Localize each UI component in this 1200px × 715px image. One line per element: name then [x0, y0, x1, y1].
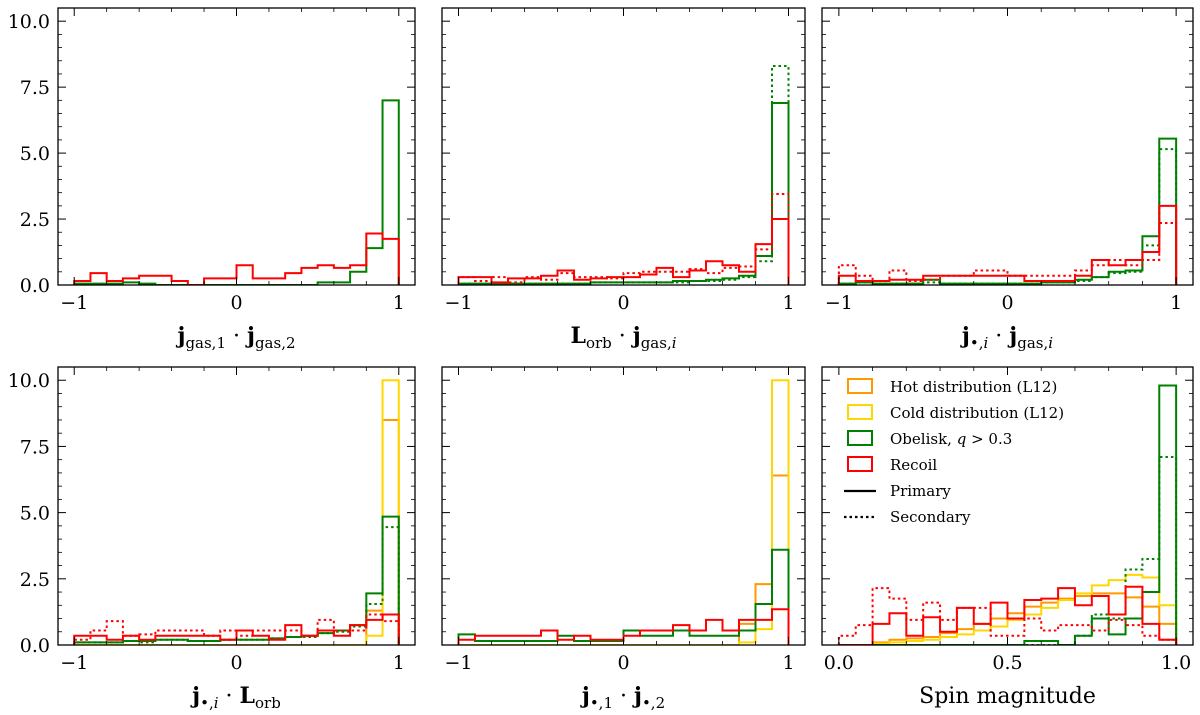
series-recoil-dotted: [73, 613, 400, 645]
series-obelisk-q-0-3-dotted: [73, 526, 400, 645]
legend-swatch-recoil: [847, 456, 873, 472]
axes-frame: [441, 7, 806, 286]
x-tick-label: 0: [617, 292, 629, 314]
series-recoil-solid: [457, 218, 790, 285]
x-tick-label: 1.0: [1161, 652, 1191, 674]
x-axis-label: Lorb · jgas,i: [570, 323, 676, 352]
legend: Hot distribution (L12) Cold distribution …: [844, 378, 1064, 526]
x-tick-label: 1: [393, 652, 405, 674]
y-tick-label: 5.0: [20, 143, 50, 165]
axes-frame: [441, 366, 806, 646]
x-tick-label: −1: [60, 652, 88, 674]
series-obelisk-q-0-3-solid: [457, 101, 790, 285]
x-axis-label: Spin magnitude: [919, 684, 1096, 709]
y-tick-label: 5.0: [20, 503, 50, 525]
x-axis-label: jgas,1 · jgas,2: [175, 323, 295, 352]
series-recoil-dotted: [837, 222, 1178, 285]
x-tick-label: 0: [230, 292, 242, 314]
axes-frame: [57, 7, 416, 286]
legend-label-secondary: Secondary: [890, 508, 971, 526]
x-tick-label: 1: [1170, 292, 1182, 314]
panel-5: −1 0 1 j•,1 · j•,2: [441, 366, 806, 712]
series-obelisk-q-0-3-dotted: [457, 65, 790, 285]
series-cold-distribution-l12--solid: [458, 379, 790, 645]
y-tick-label: 2.5: [20, 569, 50, 591]
axes-frame: [57, 366, 416, 646]
series-hot-distribution-l12--solid: [458, 474, 790, 645]
x-tick-label: 0.5: [992, 652, 1022, 674]
x-tick-label: 1: [393, 292, 405, 314]
series-obelisk-q-0-3-dotted: [838, 456, 1178, 645]
panel-3: −1 0 1 j•,i · jgas,i: [821, 7, 1194, 352]
panel-6: 0.0 0.5 1.0 Spin magnitude: [821, 366, 1194, 709]
series-recoil-dotted: [837, 587, 1178, 645]
series-obelisk-q-0-3-dotted: [837, 148, 1178, 285]
x-tick-label: 0: [230, 652, 242, 674]
x-tick-label: 0: [617, 652, 629, 674]
y-tick-label: 0.0: [20, 635, 50, 657]
series-obelisk-q-0-3-solid: [73, 99, 400, 285]
series-cold-distribution-l12--solid: [74, 379, 400, 645]
legend-swatch-hot-distribution-l12: [847, 378, 873, 394]
x-tick-label: −1: [825, 292, 853, 314]
series-recoil-solid: [837, 204, 1178, 285]
legend-label-primary: Primary: [890, 482, 951, 500]
series-hot-distribution-l12--solid: [74, 418, 400, 645]
y-tick-label: 10.0: [8, 370, 50, 392]
series-recoil-solid: [457, 608, 790, 645]
panel-2: −1 0 1 Lorb · jgas,i: [441, 7, 806, 352]
x-tick-label: −1: [444, 652, 472, 674]
legend-swatch-obelisk-q-0-3: [847, 430, 873, 446]
axes-frame: [821, 7, 1194, 286]
x-axis-label: j•,i · jgas,i: [960, 323, 1053, 352]
y-tick-label: 7.5: [20, 77, 50, 99]
series-recoil-solid: [838, 585, 1178, 645]
y-tick-label: 2.5: [20, 209, 50, 231]
x-tick-label: 1: [782, 652, 794, 674]
panel-1: 0.0 2.5 5.0 7.5 10.0 −1 0 1 jgas,1 · jgas,2: [8, 7, 416, 352]
x-axis-label: j•,i · Lorb: [190, 683, 281, 712]
legend-label-cold-distribution-l12: Cold distribution (L12): [890, 404, 1064, 422]
y-tick-label: 10.0: [8, 11, 50, 33]
x-tick-label: 0: [1001, 292, 1013, 314]
x-tick-label: −1: [60, 292, 88, 314]
legend-label-recoil: Recoil: [890, 456, 937, 474]
legend-swatch-cold-distribution-l12: [847, 404, 873, 420]
y-tick-label: 0.0: [20, 275, 50, 297]
series-recoil-solid: [73, 232, 400, 285]
legend-label-hot-distribution-l12: Hot distribution (L12): [890, 378, 1057, 396]
x-tick-label: 0.0: [824, 652, 854, 674]
x-tick-label: 1: [782, 292, 794, 314]
x-tick-label: −1: [444, 292, 472, 314]
y-tick-label: 7.5: [20, 436, 50, 458]
panel-4: 0.0 2.5 5.0 7.5 10.0 −1 0 1 j•,i · Lorb: [8, 366, 416, 712]
x-axis-label: j•,1 · j•,2: [580, 683, 665, 712]
legend-label-obelisk-q-0-3: Obelisk, q > 0.3: [890, 430, 1012, 448]
